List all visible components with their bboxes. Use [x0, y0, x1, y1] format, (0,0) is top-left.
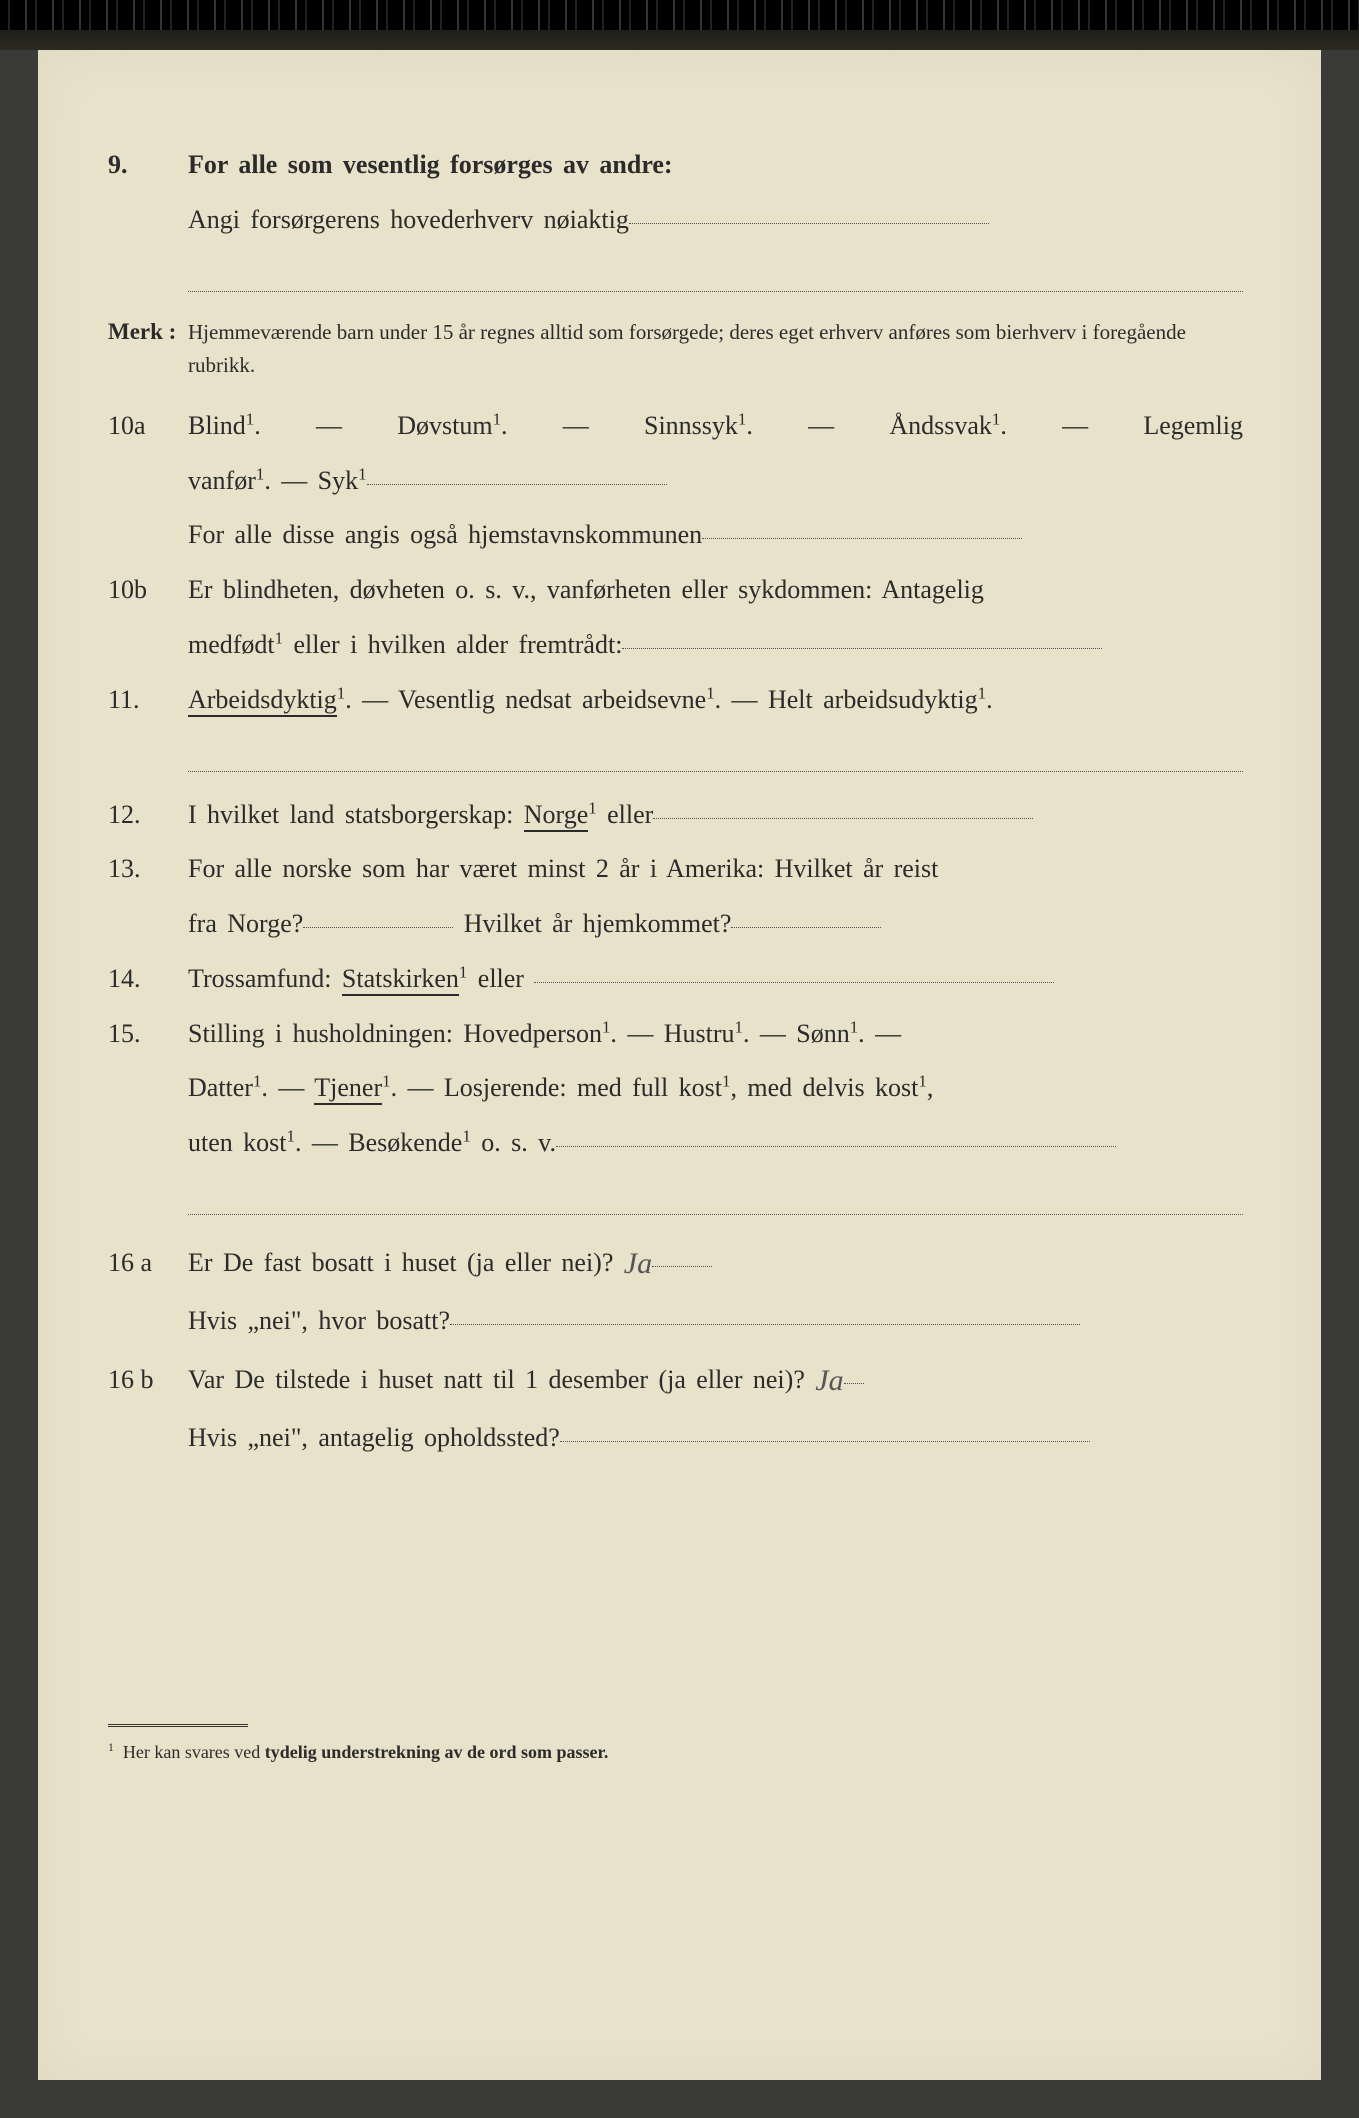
handwritten-answer-16a: Ja — [624, 1247, 652, 1280]
question-15-line3: uten kost1. — Besøkende1 o. s. v. — [108, 1118, 1243, 1169]
question-9-line2: Angi forsørgerens hovederhverv nøiaktig — [108, 195, 1243, 246]
question-13: 13. For alle norske som har været minst … — [108, 844, 1243, 895]
question-number: 16 a — [108, 1238, 188, 1289]
blank-line — [653, 818, 1033, 819]
question-10b: 10b Er blindheten, døvheten o. s. v., va… — [108, 565, 1243, 616]
footnote: 1 Her kan svares ved tydelig understrekn… — [108, 1735, 1243, 1770]
question-12: 12. I hvilket land statsborgerskap: Norg… — [108, 790, 1243, 841]
scan-artifact-top — [0, 0, 1359, 50]
merk-text: Hjemmeværende barn under 15 år regnes al… — [188, 316, 1243, 381]
question-10a: 10a Blind1. — Døvstum1. — Sinnssyk1. — Å… — [108, 401, 1243, 452]
question-15: 15. Stilling i husholdningen: Hovedperso… — [108, 1009, 1243, 1060]
question-number: 10b — [108, 565, 188, 616]
note-merk: Merk : Hjemmeværende barn under 15 år re… — [108, 310, 1243, 381]
question-11: 11. Arbeidsdyktig1. — Vesentlig nedsat a… — [108, 675, 1243, 726]
blank-line — [702, 538, 1022, 539]
question-16b: 16 b Var De tilstede i huset natt til 1 … — [108, 1350, 1243, 1409]
question-number: 13. — [108, 844, 188, 895]
blank-line — [367, 484, 667, 485]
question-number: 10a — [108, 401, 188, 452]
footnote-rule — [108, 1724, 248, 1727]
question-16a-text: Er De fast bosatt i huset (ja eller nei)… — [188, 1248, 613, 1277]
question-13-line2: fra Norge? Hvilket år hjemkommet? — [108, 899, 1243, 950]
question-14: 14. Trossamfund: Statskirken1 eller — [108, 954, 1243, 1005]
opt-datter: Datter — [188, 1073, 253, 1102]
opt-vanfor: vanfør — [188, 466, 256, 495]
opt-arbeidsdyktig-underlined: Arbeidsdyktig — [188, 685, 337, 717]
question-9-prompt: Angi forsørgerens hovederhverv nøiaktig — [188, 205, 629, 234]
blank-line — [652, 1266, 712, 1267]
opt-dovstum: Døvstum — [397, 411, 492, 440]
question-16b-text: Var De tilstede i huset natt til 1 desem… — [188, 1365, 805, 1394]
question-10b-line2: medfødt1 eller i hvilken alder fremtrådt… — [108, 620, 1243, 671]
document-page: 9. For alle som vesentlig forsørges av a… — [38, 50, 1321, 2080]
opt-blind: Blind — [188, 411, 246, 440]
question-10b-line1: Er blindheten, døvheten o. s. v., vanfør… — [188, 565, 1243, 616]
merk-label: Merk : — [108, 310, 188, 355]
blank-line — [731, 927, 881, 928]
blank-line-full — [188, 1173, 1243, 1216]
opt-medfodt: medfødt — [188, 630, 275, 659]
opt-andssvak: Åndssvak — [889, 411, 992, 440]
opt-sinnssyk: Sinnssyk — [644, 411, 738, 440]
question-number: 16 b — [108, 1355, 188, 1406]
footnote-bold: tydelig understrekning av de ord som pas… — [265, 1742, 609, 1762]
blank-line — [450, 1324, 1080, 1325]
blank-line-full — [188, 249, 1243, 292]
question-13-line1: For alle norske som har været minst 2 år… — [188, 844, 1243, 895]
question-10a-line3: For alle disse angis også hjemstavnskomm… — [108, 510, 1243, 561]
question-9-title: For alle som vesentlig forsørges av andr… — [188, 140, 1243, 191]
question-10a-line2: vanfør1. — Syk1 — [108, 456, 1243, 507]
footnote-marker: 1 — [108, 1741, 114, 1754]
blank-line-full — [188, 729, 1243, 772]
opt-syk: Syk — [318, 466, 358, 495]
opt-legemlig: Legemlig — [1143, 401, 1243, 452]
blank-line — [303, 927, 453, 928]
question-9: 9. For alle som vesentlig forsørges av a… — [108, 140, 1243, 191]
question-number: 14. — [108, 954, 188, 1005]
question-number: 15. — [108, 1009, 188, 1060]
question-number: 9. — [108, 140, 188, 191]
handwritten-answer-16b: Ja — [815, 1364, 843, 1397]
opt-statskirken-underlined: Statskirken — [342, 964, 459, 996]
question-16a-sub: Hvis „nei", hvor bosatt? — [108, 1296, 1243, 1347]
blank-line — [844, 1383, 864, 1384]
question-16b-sub: Hvis „nei", antagelig opholdssted? — [108, 1413, 1243, 1464]
question-number: 11. — [108, 675, 188, 726]
text-hjemstavn: For alle disse angis også hjemstavnskomm… — [188, 520, 702, 549]
blank-line — [560, 1441, 1090, 1442]
blank-line — [622, 648, 1102, 649]
question-15-line2: Datter1. — Tjener1. — Losjerende: med fu… — [108, 1063, 1243, 1114]
opt-norge-underlined: Norge — [524, 800, 589, 832]
question-number: 12. — [108, 790, 188, 841]
blank-line — [556, 1146, 1116, 1147]
blank-line — [629, 223, 989, 224]
opt-tjener-underlined: Tjener — [314, 1073, 382, 1105]
blank-line — [534, 982, 1054, 983]
question-16a: 16 a Er De fast bosatt i huset (ja eller… — [108, 1233, 1243, 1292]
